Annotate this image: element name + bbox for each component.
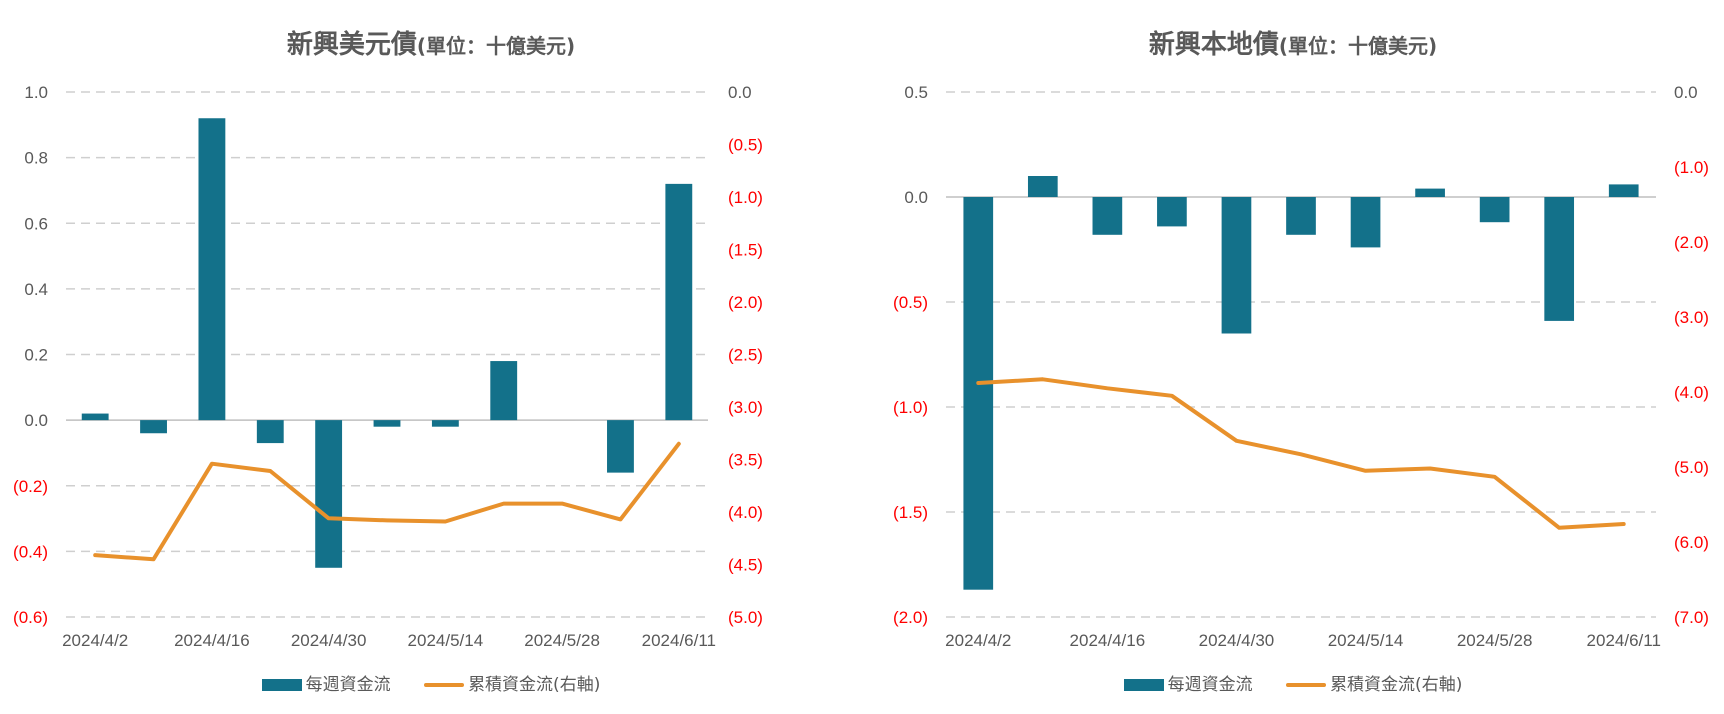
y-right-tick-label: (1.0) xyxy=(728,188,763,207)
y-right-tick-label: (1.0) xyxy=(1674,158,1709,177)
legend-item-cumulative-flow: 累積資金流(右軸) xyxy=(424,670,600,695)
y-right-tick-label: (2.0) xyxy=(1674,233,1709,252)
y-right-tick-label: (0.5) xyxy=(728,136,763,155)
chart-title-main: 新興美元債 xyxy=(286,30,417,60)
y-left-tick-label: (0.6) xyxy=(13,608,48,627)
y-left-tick-label: 0.0 xyxy=(24,411,48,430)
x-tick-label: 2024/6/11 xyxy=(642,631,716,650)
bar-weekly-flow xyxy=(1221,197,1252,334)
bar-weekly-flow xyxy=(1092,197,1123,235)
bar-weekly-flow xyxy=(1608,184,1639,197)
plot-area: 1.0 0.8 0.6 0.4 0.2 0.0 (0.2) (0.4) (0.6) 0.0 (0.5… xyxy=(13,83,763,650)
y-left-tick-label: 0.0 xyxy=(904,188,928,207)
chart-title-unit: (單位：十億美元) xyxy=(416,34,576,58)
bar-weekly-flow xyxy=(315,420,343,568)
legend-swatch-bar xyxy=(1123,679,1164,691)
plot-area: 0.5 0.0 (0.5) (1.0) (1.5) (2.0) 0.0 (1.0) (2.0) (… xyxy=(893,83,1709,650)
bar-weekly-flow xyxy=(490,361,518,421)
chart-title-unit: (單位：十億美元) xyxy=(1278,34,1438,58)
bar-weekly-flow xyxy=(198,118,226,421)
legend-label-cumulative-flow: 累積資金流(右軸) xyxy=(468,675,601,695)
bar-weekly-flow xyxy=(81,413,109,421)
legend: 每週資金流 累積資金流(右軸) xyxy=(0,670,862,695)
y-right-tick-label: (4.0) xyxy=(728,503,763,522)
chart-title-main: 新興本地債 xyxy=(1148,30,1279,60)
y-left-tick-label: 0.5 xyxy=(904,83,928,102)
x-tick-label: 2024/4/2 xyxy=(62,631,128,650)
y-right-tick-label: (5.0) xyxy=(1674,458,1709,477)
y-right-tick-label: (7.0) xyxy=(1674,608,1709,627)
legend-swatch-line xyxy=(424,683,465,687)
chart-panel-em-local-bonds: 新興本地債(單位：十億美元) 0.5 0.0 (0.5) (1.0) (1.5) (2.0… xyxy=(862,0,1724,714)
y-right-tick-label: (2.0) xyxy=(728,293,763,312)
bar-weekly-flow xyxy=(1479,197,1510,223)
y-right-tick-label: (1.5) xyxy=(728,241,763,260)
line-cumulative-flow xyxy=(93,441,681,562)
y-left-tick-label: (0.5) xyxy=(893,293,928,312)
legend-swatch-line xyxy=(1286,683,1327,687)
y-left-tick-label: (2.0) xyxy=(893,608,928,627)
legend-item-cumulative-flow: 累積資金流(右軸) xyxy=(1286,670,1462,695)
y-left-tick-label: (0.4) xyxy=(13,542,48,561)
x-tick-label: 2024/5/14 xyxy=(408,631,484,650)
bar-weekly-flow xyxy=(1350,197,1381,248)
legend-item-weekly-flow: 每週資金流 xyxy=(1123,670,1253,695)
bar-weekly-flow xyxy=(1157,197,1187,227)
y-right-tick-label: (4.5) xyxy=(728,556,763,575)
y-left-tick-label: 0.6 xyxy=(24,214,48,233)
y-left-tick-label: 0.8 xyxy=(24,149,48,168)
x-tick-label: 2024/4/30 xyxy=(291,631,367,650)
x-tick-label: 2024/5/28 xyxy=(1457,631,1533,650)
legend-swatch-bar xyxy=(261,679,302,691)
line-cumulative-flow xyxy=(976,377,1626,530)
bar-weekly-flow xyxy=(963,197,994,590)
y-right-tick-label: (4.0) xyxy=(1674,383,1709,402)
y-right-tick-label: 0.0 xyxy=(1674,83,1698,102)
y-left-tick-label: (1.5) xyxy=(893,503,928,522)
y-left-tick-label: 1.0 xyxy=(24,83,48,102)
y-right-tick-label: (3.5) xyxy=(728,451,763,470)
y-right-tick-label: (6.0) xyxy=(1674,533,1709,552)
y-right-tick-label: (2.5) xyxy=(728,346,763,365)
y-left-tick-label: 0.2 xyxy=(24,346,48,365)
legend-item-weekly-flow: 每週資金流 xyxy=(261,670,391,695)
legend-label-weekly-flow: 每週資金流 xyxy=(305,675,391,695)
legend-label-weekly-flow: 每週資金流 xyxy=(1167,675,1253,695)
bar-weekly-flow xyxy=(1415,188,1445,197)
y-left-tick-label: 0.4 xyxy=(24,280,48,299)
x-tick-label: 2024/4/2 xyxy=(945,631,1011,650)
chart-panel-em-usd-bonds: 新興美元債(單位：十億美元) 1.0 0.8 0.6 0.4 0.2 0.0 (0.2) (0… xyxy=(0,24,862,695)
bar-weekly-flow xyxy=(1286,197,1316,235)
bar-weekly-flow xyxy=(607,420,634,473)
bar-weekly-flow xyxy=(665,183,693,421)
y-right-tick-label: 0.0 xyxy=(728,83,752,102)
y-left-tick-label: (1.0) xyxy=(893,398,928,417)
y-right-tick-label: (5.0) xyxy=(728,608,763,627)
x-tick-label: 2024/4/30 xyxy=(1199,631,1275,650)
x-tick-label: 2024/5/28 xyxy=(524,631,600,650)
bar-weekly-flow xyxy=(1027,176,1058,197)
y-right-tick-label: (3.0) xyxy=(1674,308,1709,327)
x-tick-label: 2024/4/16 xyxy=(174,631,250,650)
bar-weekly-flow xyxy=(140,420,167,434)
chart-title: 新興美元債(單位：十億美元) xyxy=(0,24,862,61)
bar-weekly-flow xyxy=(373,420,401,427)
x-tick-label: 2024/4/16 xyxy=(1070,631,1146,650)
x-tick-label: 2024/5/14 xyxy=(1328,631,1404,650)
bar-weekly-flow xyxy=(431,420,459,427)
legend: 每週資金流 累積資金流(右軸) xyxy=(862,670,1724,695)
chart-title: 新興本地債(單位：十億美元) xyxy=(862,24,1724,61)
y-right-tick-label: (3.0) xyxy=(728,398,763,417)
bar-weekly-flow xyxy=(256,420,284,444)
y-left-tick-label: (0.2) xyxy=(13,477,48,496)
legend-label-cumulative-flow: 累積資金流(右軸) xyxy=(1330,675,1463,695)
bar-weekly-flow xyxy=(1544,197,1575,321)
x-tick-label: 2024/6/11 xyxy=(1587,631,1661,650)
